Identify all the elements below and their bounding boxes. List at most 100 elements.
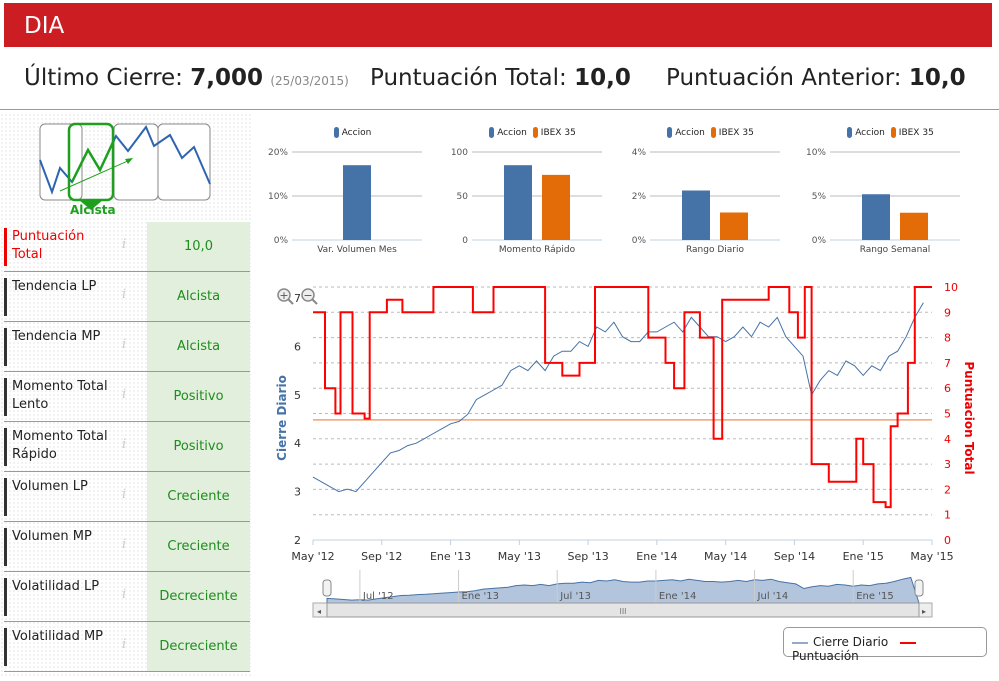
legend-puntuacion-label: Puntuación — [792, 649, 859, 663]
legend-puntuacion[interactable]: Puntuación — [792, 635, 921, 663]
zoom-out-icon[interactable]: − — [301, 288, 318, 305]
y2-tick-label: 10 — [944, 281, 958, 294]
indicator-value: Creciente — [147, 522, 250, 571]
scrollbar-thumb[interactable] — [326, 602, 920, 618]
bar-ibex[interactable] — [900, 212, 928, 240]
indicator-label: Volatilidad MP — [4, 628, 116, 666]
y-tick-label: 10% — [268, 192, 288, 202]
main-chart[interactable]: 0 1 2 3 4 5 6 7 8 9 10 2 3 4 5 6 7 May '12 Sep '12 Ene '13 M… — [262, 278, 997, 677]
page-header: DIA — [4, 3, 992, 47]
legend-label[interactable]: Accion — [341, 128, 372, 138]
indicator-value: 10,0 — [147, 222, 250, 271]
y-tick-label: 7 — [294, 292, 301, 305]
x-tick-label: Ene '13 — [430, 550, 471, 563]
y-tick-label: 0% — [632, 236, 647, 246]
y-tick-label: 0 — [462, 236, 468, 246]
zoom-in-icon[interactable]: + — [277, 288, 294, 305]
y-tick-label: 6 — [294, 340, 301, 353]
x-tick-label: Ene '15 — [843, 550, 884, 563]
legend-label[interactable]: Accion — [497, 128, 527, 138]
legend-swatch — [333, 127, 339, 138]
bar-accion[interactable] — [682, 190, 710, 241]
y2-tick-label: 9 — [944, 306, 951, 319]
info-icon[interactable]: i — [122, 637, 127, 652]
x-tick-label: May '14 — [704, 550, 747, 563]
series-puntuacion[interactable] — [313, 286, 932, 509]
indicator-value: Creciente — [147, 472, 250, 521]
navigator-series — [326, 576, 920, 604]
y-tick-label: 4% — [632, 148, 647, 158]
legend-swatch — [532, 127, 538, 138]
x-tick-label: May '12 — [291, 550, 334, 563]
navigator-handle-left[interactable] — [322, 579, 332, 597]
mini-legend: Accion IBEX 35 — [442, 127, 617, 138]
legend-cierre[interactable]: Cierre Diario — [792, 635, 888, 649]
y2-tick-label: 6 — [944, 382, 951, 395]
bar-ibex[interactable] — [720, 212, 748, 241]
info-icon[interactable]: i — [122, 387, 127, 402]
legend-label[interactable]: Accion — [855, 128, 885, 138]
indicator-row: Volatilidad MP i Decreciente — [4, 622, 250, 672]
navigator-handle-right[interactable] — [914, 579, 924, 597]
y-tick-label: 4 — [294, 437, 301, 450]
info-icon[interactable]: i — [122, 587, 127, 602]
indicator-row: Tendencia MP i Alcista — [4, 322, 250, 372]
legend-label[interactable]: IBEX 35 — [898, 128, 934, 138]
y-tick-label: 50 — [457, 192, 469, 202]
scroll-right-icon[interactable]: ▸ — [922, 607, 926, 616]
mini-legend: Accion IBEX 35 — [800, 127, 975, 138]
bar-accion[interactable] — [862, 194, 890, 240]
indicator-row: Volatilidad LP i Decreciente — [4, 572, 250, 622]
indicator-row: Momento Total Rápido i Positivo — [4, 422, 250, 472]
indicator-row: Tendencia LP i Alcista — [4, 272, 250, 322]
y2-tick-label: 4 — [944, 433, 951, 446]
category-label: Var. Volumen Mes — [317, 245, 397, 255]
series-cierre-diario[interactable] — [312, 302, 924, 493]
bar-accion[interactable] — [343, 165, 371, 240]
y-tick-label: 3 — [294, 486, 301, 499]
info-icon[interactable]: i — [122, 337, 127, 352]
y-tick-label: 20% — [268, 148, 288, 158]
anterior-label: Puntuación Anterior: — [666, 65, 902, 91]
x-tick-label: Ene '14 — [636, 550, 677, 563]
scrollbar-grip: III — [619, 607, 626, 616]
indicator-value: Alcista — [147, 322, 250, 371]
indicator-value: Positivo — [147, 372, 250, 421]
info-icon[interactable]: i — [122, 237, 127, 252]
x-tick-label: Sep '13 — [567, 550, 608, 563]
legend-label[interactable]: IBEX 35 — [718, 128, 754, 138]
indicator-value: Alcista — [147, 272, 250, 321]
info-icon[interactable]: i — [122, 537, 127, 552]
mini-legend: Accion IBEX 35 — [620, 127, 795, 138]
ultimo-date: (25/03/2015) — [270, 74, 349, 88]
legend-swatch — [890, 127, 896, 138]
info-icon[interactable]: i — [122, 437, 127, 452]
info-icon[interactable]: i — [122, 487, 127, 502]
bar-ibex[interactable] — [542, 174, 570, 240]
legend-label[interactable]: Accion — [675, 128, 705, 138]
navigator-tick-label: Ene '14 — [659, 591, 696, 602]
indicator-label: Tendencia MP — [4, 328, 116, 366]
legend-swatch — [710, 127, 716, 138]
category-label: Rango Semanal — [860, 245, 931, 255]
navigator-tick-label: Jul '14 — [757, 591, 789, 602]
y2-tick-label: 1 — [944, 509, 951, 522]
x-tick-label: Sep '14 — [774, 550, 815, 563]
y2-axis-title: Puntuacion Total — [962, 361, 976, 474]
chart-legend: Cierre Diario Puntuación — [783, 627, 987, 663]
selected-pointer-icon — [79, 200, 103, 210]
legend-swatch — [847, 127, 853, 138]
scroll-left-icon[interactable]: ◂ — [317, 607, 321, 616]
bar-accion[interactable] — [504, 165, 532, 240]
navigator-tick-label: Jul '12 — [362, 591, 394, 602]
indicator-label: Tendencia LP — [4, 278, 116, 316]
navigator[interactable]: Jul '12 Ene '13 Jul '13 Ene '14 Jul '14 Ene '… — [322, 570, 924, 604]
y-tick-label: 100 — [451, 148, 468, 158]
x-tick-label: May '13 — [498, 550, 541, 563]
legend-label[interactable]: IBEX 35 — [540, 128, 576, 138]
info-icon[interactable]: i — [122, 287, 127, 302]
mini-bar-chart: Accion IBEX 35 0% 5% 10% Rango Semanal — [800, 115, 975, 260]
indicator-label: Volumen MP — [4, 528, 116, 566]
mini-legend: Accion — [262, 127, 437, 138]
indicator-value: Decreciente — [147, 572, 250, 621]
